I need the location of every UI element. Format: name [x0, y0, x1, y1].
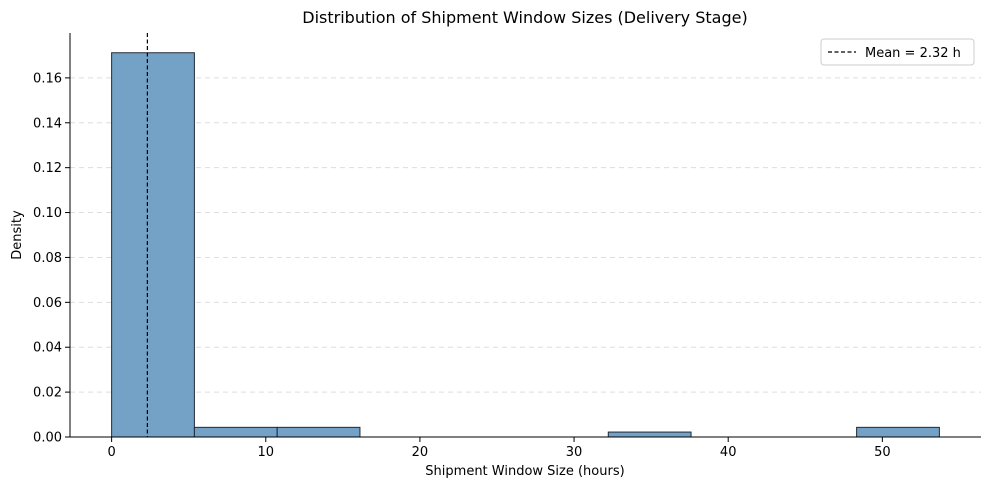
chart-title: Distribution of Shipment Window Sizes (D… [302, 8, 747, 27]
histogram-bar [607, 431, 692, 438]
bars-layer [111, 52, 940, 438]
x-tick-label: 40 [720, 445, 737, 460]
histogram-bar [856, 426, 940, 438]
x-tick-label: 10 [257, 445, 274, 460]
y-tick-label: 0.04 [33, 341, 62, 356]
grid-layer [70, 77, 981, 393]
x-tick-label: 0 [107, 445, 115, 460]
ticks-layer: 0 10 20 30 40 50 0.00 0.02 0.04 0.06 0.08 0.10 0.12 0… [33, 71, 891, 460]
legend-box [820, 38, 975, 66]
x-tick-label: 50 [874, 445, 891, 460]
x-tick-label: 30 [566, 445, 583, 460]
x-axis-title: Shipment Window Size (hours) [425, 464, 624, 479]
legend-mean-label: Mean = 2.32 h [865, 46, 961, 61]
y-tick-label: 0.00 [33, 431, 62, 446]
y-tick-label: 0.10 [33, 206, 62, 221]
histogram-bar [193, 426, 278, 438]
histogram-bar [276, 426, 361, 438]
y-axis-title: Density [10, 210, 25, 260]
histogram-bar [111, 52, 195, 438]
y-tick-label: 0.12 [33, 161, 62, 176]
y-tick-label: 0.06 [33, 296, 62, 311]
y-tick-label: 0.02 [33, 386, 62, 401]
y-tick-label: 0.16 [33, 71, 62, 86]
y-tick-label: 0.08 [33, 251, 62, 266]
legend: Mean = 2.32 h [820, 38, 975, 66]
axes-layer [69, 33, 981, 438]
x-tick-label: 20 [412, 445, 429, 460]
y-tick-label: 0.14 [33, 116, 62, 131]
